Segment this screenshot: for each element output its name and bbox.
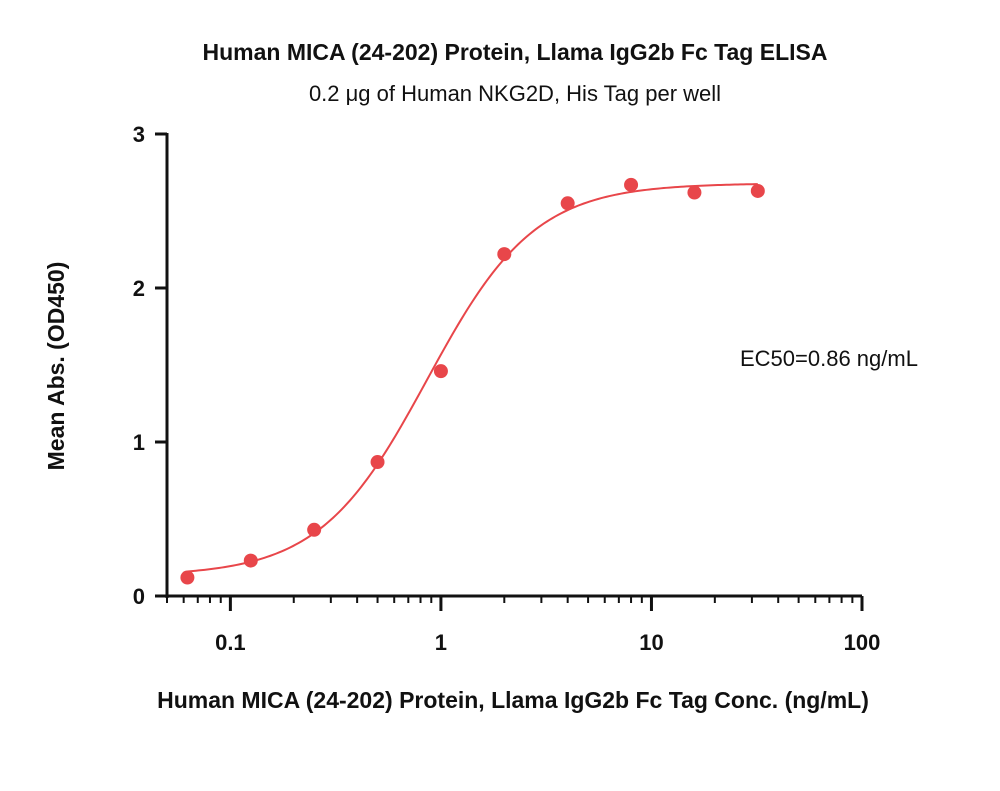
data-point (687, 185, 702, 200)
data-point (433, 364, 448, 379)
data-point (560, 196, 575, 211)
data-point (307, 522, 322, 537)
y-tick-label: 1 (133, 430, 145, 455)
data-point (624, 177, 639, 192)
y-tick-label: 3 (133, 122, 145, 147)
y-ticks: 0 1 2 3 (133, 122, 167, 609)
x-tick-label: 100 (844, 630, 881, 655)
x-tick-label: 10 (639, 630, 663, 655)
data-point (180, 570, 195, 585)
data-point (370, 455, 385, 470)
axes (165, 133, 862, 598)
chart-title: Human MICA (24-202) Protein, Llama IgG2b… (203, 39, 828, 65)
x-tick-label: 0.1 (215, 630, 246, 655)
data-point (497, 247, 512, 262)
y-axis-title: Mean Abs. (OD450) (43, 262, 69, 471)
data-point (243, 553, 258, 568)
y-tick-label: 0 (133, 584, 145, 609)
data-points (180, 177, 765, 585)
fit-curve (187, 183, 758, 573)
chart-subtitle: 0.2 μg of Human NKG2D, His Tag per well (309, 81, 721, 106)
ec50-annotation: EC50=0.86 ng/mL (740, 346, 918, 371)
x-axis-title: Human MICA (24-202) Protein, Llama IgG2b… (157, 687, 869, 713)
x-ticks: 0.1 1 10 100 (166, 596, 881, 655)
data-point (750, 183, 765, 198)
x-tick-label: 1 (435, 630, 447, 655)
y-tick-label: 2 (133, 276, 145, 301)
